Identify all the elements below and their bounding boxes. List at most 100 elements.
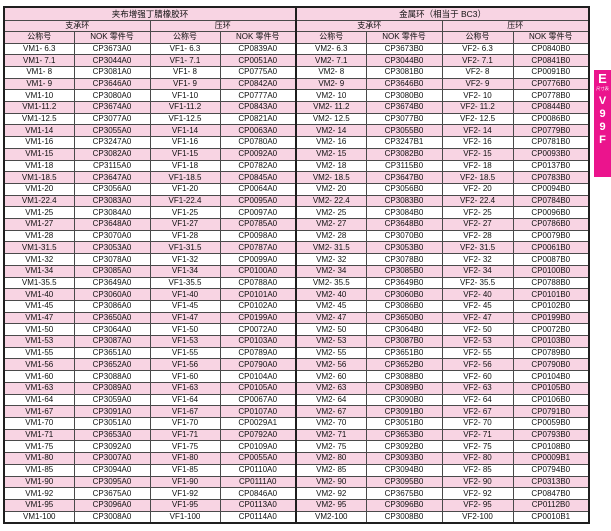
nok-part-number-cell: CP0839A0	[219, 42, 297, 56]
nominal-number-cell: VM2- 22.4	[295, 194, 367, 208]
nominal-number-cell: VM2- 80	[295, 452, 367, 465]
table-row: VM1-100 CP3008A0 VF1-100 CP0114A0 VM2-100 CP3…	[3, 510, 590, 524]
nok-part-number-cell: CP3115A0	[73, 159, 151, 173]
nominal-number-cell: VF1-63	[149, 381, 221, 395]
table-row: VM1-63 CP3089A0 VF1-63 CP0105A0 VM2- 63 CP308…	[3, 381, 590, 395]
nok-part-number-cell: CP0101A0	[219, 288, 297, 301]
nok-part-number-cell: CP3651A0	[73, 346, 151, 360]
nok-part-number-cell: CP0094B0	[512, 182, 590, 196]
nok-part-number-cell: CP3060A0	[73, 288, 151, 301]
nok-part-number-cell: CP3094A0	[73, 463, 151, 477]
nok-part-number-cell: CP3077A0	[73, 112, 151, 126]
nominal-number-cell: VM1-50	[3, 323, 75, 337]
nok-part-number-cell: CP0092A0	[219, 147, 297, 161]
nok-part-number-cell: CP0199B0	[512, 311, 590, 325]
nok-part-number-cell: CP0788A0	[219, 276, 297, 290]
nok-part-number-cell: CP3085B0	[365, 264, 443, 278]
nok-part-number-cell: CP3095B0	[365, 475, 443, 489]
nominal-number-cell: VM2- 11.2	[295, 101, 367, 114]
nok-part-number-cell: CP3092B0	[365, 440, 443, 454]
nok-part-number-cell: CP3647A0	[73, 171, 151, 184]
nok-part-number-cell: CP0114A0	[219, 510, 297, 524]
table-row: VM1-16 CP3247A0 VF1-16 CP0780A0 VM2- 16 CP324…	[3, 136, 590, 149]
nominal-number-cell: VF1-11.2	[149, 101, 221, 114]
table-row: VM1-34 CP3085A0 VF1-34 CP0100A0 VM2- 34 CP308…	[3, 264, 590, 278]
nominal-number-cell: VM2- 55	[295, 346, 367, 360]
nok-part-number-cell: CP3089A0	[73, 381, 151, 395]
nominal-number-cell: VF2- 9	[441, 77, 514, 91]
nominal-number-cell: VF1-90	[149, 475, 221, 489]
nominal-number-cell: VF1- 8	[149, 65, 221, 79]
table-row: VM1-80 CP3007A0 VF1-80 CP0055A0 VM2- 80 CP309…	[3, 452, 590, 465]
nok-part-number-cell: CP3081A0	[73, 65, 151, 79]
nominal-number-cell: VM2- 20	[295, 182, 367, 196]
nominal-number-cell: VM1-27	[3, 218, 75, 231]
nok-part-number-cell: CP3094B0	[365, 463, 443, 477]
nok-part-number-cell: CP0789A0	[219, 346, 297, 360]
nominal-number-cell: VM1-75	[3, 440, 75, 454]
nominal-number-cell: VF1-40	[149, 288, 221, 301]
nok-part-number-cell: CP3646A0	[73, 77, 151, 91]
nok-part-number-cell: CP3650A0	[73, 311, 151, 325]
nominal-number-cell: VM2- 60	[295, 370, 367, 383]
nok-part-number-cell: CP0199A0	[219, 311, 297, 325]
nominal-number-cell: VF1-31.5	[149, 241, 221, 255]
nok-part-number-cell: CP0064A0	[219, 182, 297, 196]
nok-part-number-cell: CP3673B0	[365, 42, 443, 56]
nok-part-number-cell: CP0776B0	[512, 77, 590, 91]
nok-part-number-cell: CP0844B0	[512, 101, 590, 114]
nominal-number-cell: VF2- 7.1	[441, 54, 514, 67]
nominal-number-cell: VM2- 16	[295, 136, 367, 149]
nok-part-number-cell: CP0779B0	[512, 124, 590, 138]
side-tab-code-char: V	[598, 95, 607, 107]
nominal-number-cell: VM2- 25	[295, 206, 367, 220]
nominal-number-cell: VF2- 60	[441, 370, 514, 383]
side-tab-code-char: 9	[599, 121, 606, 133]
nominal-number-cell: VM2- 90	[295, 475, 367, 489]
nok-part-number-cell: CP3086B0	[365, 299, 443, 313]
nok-part-number-cell: CP3008B0	[365, 510, 443, 524]
nok-part-number-cell: CP3091A0	[73, 405, 151, 418]
nominal-number-cell: VM2- 75	[295, 440, 367, 454]
table-row: VM1-50 CP3064A0 VF1-50 CP0072A0 VM2- 50 CP306…	[3, 323, 590, 337]
nominal-number-cell: VF1-67	[149, 405, 221, 418]
nok-part-number-cell: CP3084A0	[73, 206, 151, 220]
nok-part-number-cell: CP3044A0	[73, 54, 151, 67]
nok-part-number-cell: CP0841B0	[512, 54, 590, 67]
sub-header-support-ring-1: 支承环	[3, 19, 151, 32]
nominal-number-cell: VM1-15	[3, 147, 75, 161]
nominal-number-cell: VF1-18	[149, 159, 221, 173]
nok-part-number-cell: CP3090B0	[365, 393, 443, 407]
nominal-number-cell: VF1-25	[149, 206, 221, 220]
nok-part-number-cell: CP0100B0	[512, 264, 590, 278]
nok-part-number-cell: CP3064A0	[73, 323, 151, 337]
nok-part-number-cell: CP0096B0	[512, 206, 590, 220]
nok-part-number-cell: CP0782A0	[219, 159, 297, 173]
nominal-number-cell: VM1-92	[3, 487, 75, 500]
nominal-number-cell: VF2- 75	[441, 440, 514, 454]
nok-part-number-cell: CP0103A0	[219, 335, 297, 348]
table-row: VM1- 6.3 CP3673A0 VF1- 6.3 CP0839A0 VM2- 6.3…	[3, 42, 590, 56]
nominal-number-cell: VM1-55	[3, 346, 75, 360]
nominal-number-cell: VF1-85	[149, 463, 221, 477]
nok-part-number-cell: CP3051B0	[365, 417, 443, 430]
table-row: VM1-11.2 CP3674A0 VF1-11.2 CP0843A0 VM2- 11.…	[3, 101, 590, 114]
nok-part-number-cell: CP3652A0	[73, 358, 151, 372]
table-row: VM1-15 CP3082A0 VF1-15 CP0092A0 VM2- 15 CP308…	[3, 147, 590, 161]
nominal-number-cell: VM2- 70	[295, 417, 367, 430]
nominal-number-cell: VF1-95	[149, 498, 221, 512]
table-header: 夹布增强丁腈橡胶环 金属环（相当于 BC3） 支承环 压环 支承环 压环 公称号…	[3, 6, 590, 44]
nominal-number-cell: VM1-10	[3, 89, 75, 103]
nominal-number-cell: VM2-100	[295, 510, 367, 524]
nominal-number-cell: VM1-85	[3, 463, 75, 477]
nominal-number-cell: VF2- 50	[441, 323, 514, 337]
nominal-number-cell: VM2- 7.1	[295, 54, 367, 67]
nominal-number-cell: VM2- 45	[295, 299, 367, 313]
nok-part-number-cell: CP0091B0	[512, 65, 590, 79]
side-tab-sublabel: 尺寸表	[596, 86, 609, 92]
nok-part-number-cell: CP0313B0	[512, 475, 590, 489]
nominal-number-cell: VF2- 27	[441, 218, 514, 231]
nok-part-number-cell: CP0784B0	[512, 194, 590, 208]
table-row: VM1-85 CP3094A0 VF1-85 CP0110A0 VM2- 85 CP309…	[3, 463, 590, 477]
